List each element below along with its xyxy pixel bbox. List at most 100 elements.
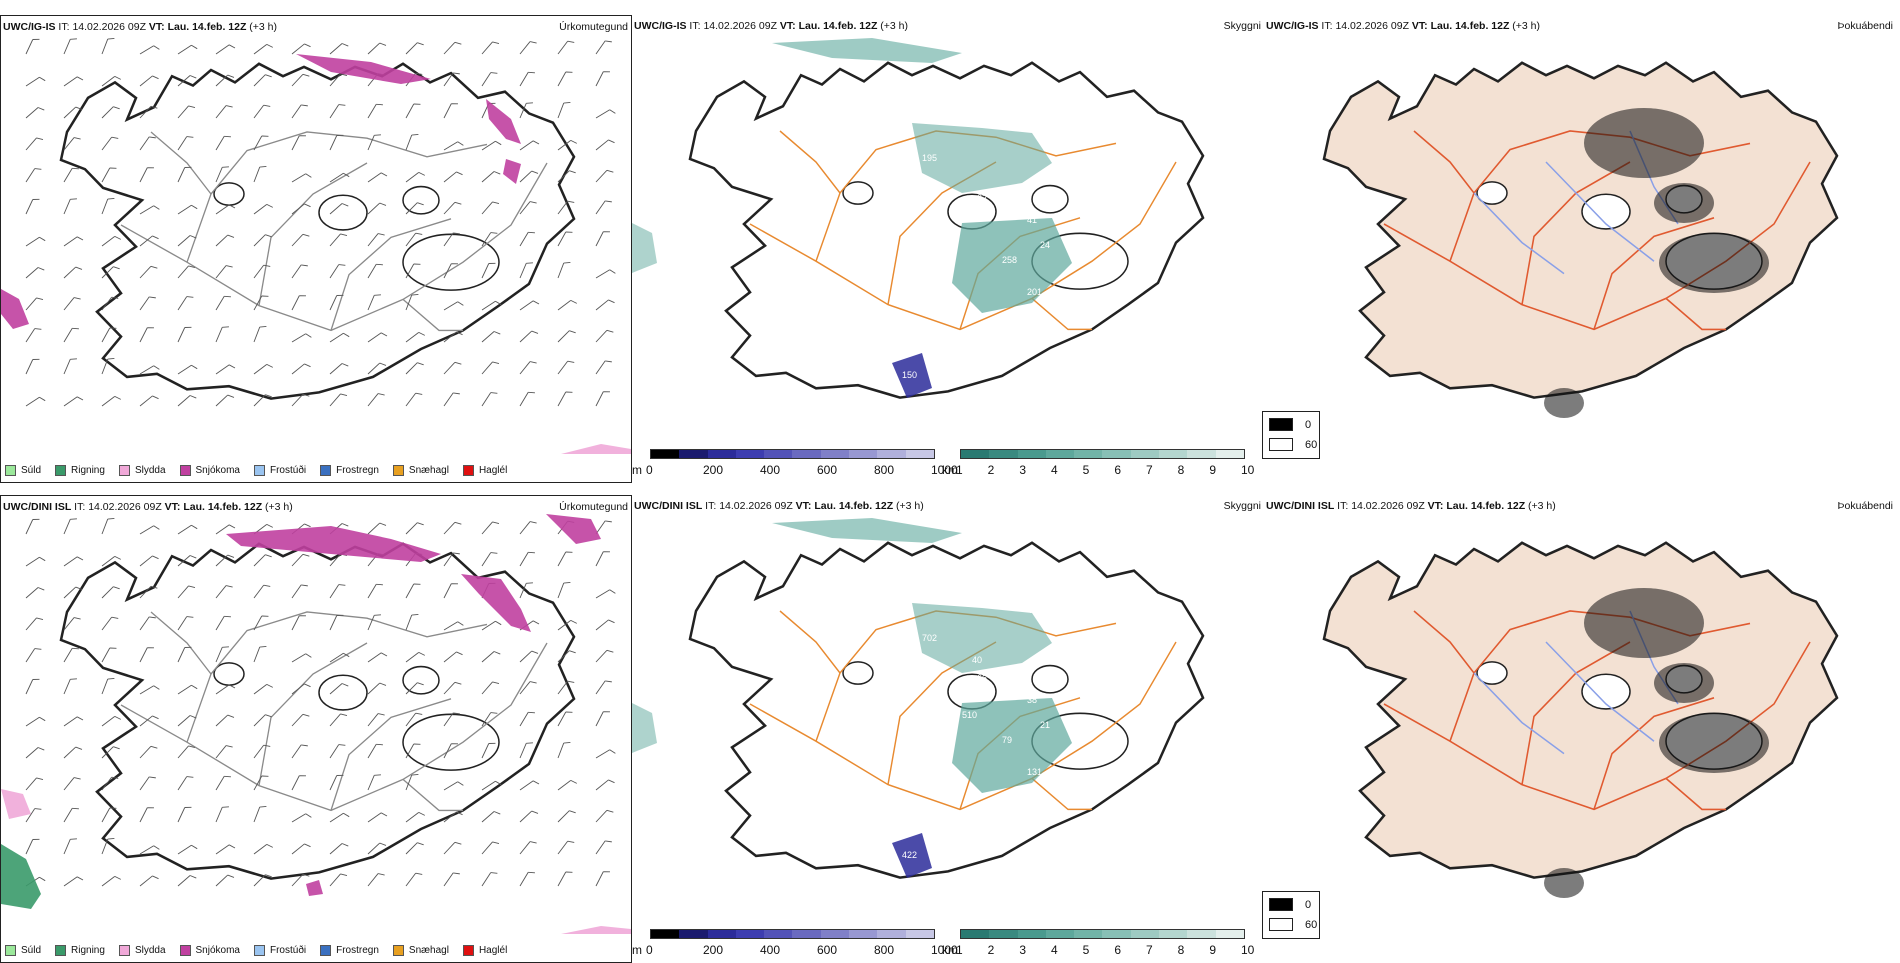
wind-barb — [367, 393, 385, 407]
wind-barb — [63, 678, 77, 695]
wind-barb-shaft — [101, 586, 114, 599]
wind-barb — [291, 233, 310, 247]
wind-barb-shaft — [405, 712, 416, 727]
wind-barb — [519, 300, 540, 311]
wind-barb-flag — [227, 74, 235, 78]
road-line — [150, 611, 212, 675]
wind-barb — [329, 873, 348, 887]
wind-barb-shaft — [557, 742, 565, 759]
wind-barb-flag — [224, 775, 231, 778]
wind-barb-flag — [263, 584, 271, 587]
wind-barb-flag — [490, 872, 498, 874]
wind-barb — [481, 651, 501, 663]
wind-barb — [557, 810, 576, 823]
wind-barb-shaft — [481, 620, 496, 631]
glacier-outline — [402, 713, 500, 771]
wind-barb-flag — [603, 871, 610, 873]
wind-barb-shaft — [595, 200, 606, 215]
wind-barb-shaft — [557, 262, 565, 279]
wind-barb-shaft — [291, 713, 304, 727]
wind-barb-flag — [532, 620, 540, 625]
wind-barb-shaft — [481, 41, 493, 55]
wind-barb — [519, 711, 535, 727]
wind-barb — [177, 844, 198, 855]
wind-barb — [481, 201, 500, 215]
legend-label: Slydda — [134, 945, 166, 956]
wind-barb-flag — [305, 813, 312, 818]
wind-barb-shaft — [557, 620, 572, 631]
colorbar-segment — [1187, 450, 1216, 458]
wind-barb-shaft — [101, 716, 116, 727]
wind-barb-flag — [563, 101, 571, 104]
wind-barb-shaft — [443, 201, 456, 215]
wind-barb-shaft — [215, 327, 223, 343]
wind-barb-flag — [39, 876, 46, 882]
wind-barb-shaft — [215, 167, 223, 183]
colorbar-tick: 8 — [1177, 463, 1185, 477]
visibility-value-label: 702 — [922, 633, 937, 643]
fog-legend-swatch — [1269, 898, 1293, 911]
legend-label: Rigning — [71, 465, 105, 476]
wind-barb — [63, 38, 77, 55]
wind-barb — [329, 43, 349, 55]
wind-barb-flag — [343, 812, 350, 818]
wind-barb — [595, 231, 610, 247]
wind-barb-shaft — [139, 205, 154, 215]
wind-barb — [177, 875, 197, 887]
wind-barb-shaft — [329, 843, 343, 855]
wind-barb-flag — [603, 391, 610, 393]
wind-barb-flag — [263, 104, 271, 107]
wind-barb — [595, 71, 610, 87]
wind-barb — [139, 296, 156, 311]
wind-barb-flag — [453, 232, 460, 235]
colorbar-segment — [1074, 930, 1103, 938]
wind-barb — [25, 396, 46, 407]
wind-barb — [25, 107, 45, 119]
wind-barb — [595, 779, 615, 791]
legend-label: Súld — [21, 465, 42, 476]
road-line — [1665, 777, 1727, 811]
wind-barb-flag — [228, 524, 236, 529]
wind-barb — [291, 653, 312, 663]
wind-barb — [367, 233, 385, 247]
legend-item: Snæhagl — [392, 945, 449, 956]
fog-map — [1322, 61, 1839, 418]
legend-item: Haglél — [462, 465, 507, 476]
wind-barb-flag — [490, 392, 498, 394]
wind-barb-flag — [492, 681, 500, 685]
wind-barb-flag — [526, 102, 533, 104]
fog-indicator-area — [1659, 713, 1769, 773]
wind-barb-flag — [113, 266, 120, 270]
wind-barb — [595, 360, 612, 375]
legend-label: Snjókoma — [195, 945, 240, 956]
glacier-outline — [842, 661, 874, 685]
wind-barb-flag — [76, 556, 84, 561]
wind-barb — [101, 167, 117, 183]
wind-barb-shaft — [253, 554, 266, 567]
iceland-land — [1322, 541, 1839, 879]
wind-barb-shaft — [481, 521, 493, 535]
glacier-outline — [318, 674, 368, 711]
wind-barb-flag — [261, 615, 269, 617]
legend-swatch — [179, 945, 191, 956]
wind-barb-flag — [526, 742, 533, 744]
wind-barb-shaft — [405, 682, 418, 695]
wind-barb-flag — [417, 202, 424, 206]
wind-barb-flag — [605, 360, 612, 363]
wind-barb-flag — [380, 332, 388, 337]
wind-barb — [139, 715, 159, 727]
wind-barb-shaft — [329, 264, 340, 279]
wind-barb-flag — [528, 231, 535, 234]
legend-label: Snjókoma — [195, 465, 240, 476]
road-line — [1413, 610, 1475, 674]
wind-barb-flag — [495, 780, 502, 786]
wind-barb — [139, 525, 160, 535]
terrain-high-area — [892, 353, 932, 398]
wind-barb-shaft — [481, 72, 492, 87]
wind-barb-shaft — [557, 231, 567, 247]
wind-barb-flag — [336, 294, 344, 296]
wind-barb-flag — [259, 325, 267, 328]
wind-barb-flag — [451, 743, 458, 745]
wind-barb — [25, 518, 40, 535]
wind-barb — [595, 840, 612, 855]
